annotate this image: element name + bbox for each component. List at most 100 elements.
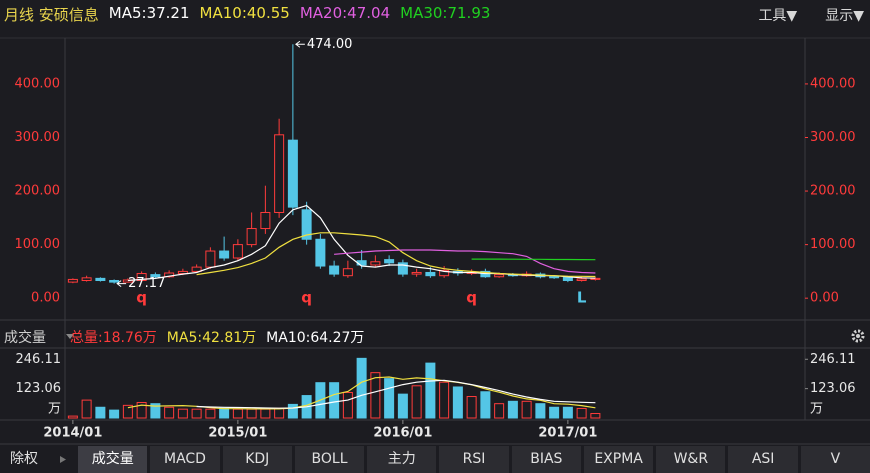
volume-bar bbox=[576, 407, 587, 419]
volume-bar bbox=[95, 406, 106, 419]
candle-body bbox=[397, 262, 408, 275]
candle-body bbox=[67, 278, 78, 283]
chart-title: 月线 安硕信息 bbox=[4, 6, 99, 24]
volume-bar bbox=[397, 393, 408, 419]
volume-bar bbox=[370, 372, 381, 419]
volume-bar bbox=[480, 391, 491, 419]
indicator-tab[interactable]: RSI bbox=[439, 446, 509, 473]
volume-legend-item: MA5:42.81万 bbox=[166, 330, 257, 346]
candle-body bbox=[219, 250, 230, 259]
signal-marker: L bbox=[577, 289, 587, 307]
candle-body bbox=[81, 277, 92, 282]
indicator-tab[interactable]: KDJ bbox=[222, 446, 292, 473]
volume-bar bbox=[205, 408, 216, 419]
indicator-tab[interactable]: 主力 bbox=[367, 446, 437, 473]
volume-title[interactable]: 成交量 bbox=[4, 330, 46, 346]
y-tick-label: 200.00 bbox=[810, 184, 856, 199]
y-tick-label: 246.11 bbox=[810, 352, 856, 367]
ma-line bbox=[196, 379, 596, 409]
indicator-tab[interactable]: 成交量 bbox=[78, 446, 148, 473]
volume-legend-item: 总量:18.76万 bbox=[70, 330, 157, 346]
annotation-arrow bbox=[295, 40, 305, 48]
signal-marker: q bbox=[136, 289, 147, 307]
indicator-tab[interactable]: W&R bbox=[656, 446, 726, 473]
volume-bar bbox=[494, 403, 505, 419]
volume-bar bbox=[425, 362, 436, 419]
annotation-label: 474.00 bbox=[307, 37, 353, 52]
ma-line bbox=[334, 249, 596, 274]
ma-legend: MA30:71.93 bbox=[400, 4, 491, 22]
volume-bar bbox=[219, 407, 230, 419]
volume-legend-item: MA10:64.27万 bbox=[266, 330, 365, 346]
price-legend: 月线 安硕信息 MA5:37.21 MA10:40.55 MA20:47.04 MA3… bbox=[4, 4, 490, 25]
candle-body bbox=[109, 280, 120, 283]
adjust-button[interactable]: 除权 bbox=[0, 446, 49, 473]
indicator-tab[interactable]: ASI bbox=[728, 446, 798, 473]
volume-bar bbox=[535, 403, 546, 419]
y-unit: 万 bbox=[810, 402, 823, 417]
candle-body bbox=[315, 238, 326, 267]
dropdown-icon[interactable] bbox=[66, 334, 74, 339]
candle-body bbox=[274, 134, 285, 213]
menu-bar: 工具▼ 显示▼ bbox=[758, 5, 864, 25]
y-tick-label: 200.00 bbox=[15, 184, 61, 199]
indicator-tab[interactable]: BIAS bbox=[511, 446, 581, 473]
y-tick-label: 400.00 bbox=[15, 76, 61, 91]
volume-bar bbox=[81, 399, 92, 419]
candle-body bbox=[411, 271, 422, 275]
settings-icon[interactable] bbox=[851, 329, 865, 343]
candle-body bbox=[246, 228, 257, 246]
indicator-tab[interactable]: MACD bbox=[150, 446, 220, 473]
candle-body bbox=[549, 276, 560, 279]
ma-legend: MA20:47.04 bbox=[299, 4, 391, 22]
ma-line bbox=[196, 232, 596, 278]
candle-body bbox=[439, 269, 450, 277]
volume-bar bbox=[507, 400, 518, 419]
volume-bar bbox=[439, 381, 450, 419]
signal-marker: q bbox=[301, 289, 312, 307]
candle-body bbox=[232, 244, 243, 259]
tab-scroll[interactable] bbox=[51, 446, 76, 473]
volume-bar bbox=[329, 382, 340, 419]
candle-body bbox=[136, 273, 147, 282]
volume-bar bbox=[342, 391, 353, 419]
y-tick-label: 300.00 bbox=[810, 130, 856, 145]
candle-body bbox=[260, 211, 271, 230]
menu-tools[interactable]: 工具▼ bbox=[758, 8, 798, 24]
volume-bar bbox=[246, 408, 257, 419]
volume-bar bbox=[287, 403, 298, 419]
y-tick-label: 0.00 bbox=[810, 291, 839, 306]
candle-body bbox=[384, 259, 395, 264]
candle-body bbox=[494, 274, 505, 278]
ma-line bbox=[471, 258, 596, 261]
y-tick-label: 0.00 bbox=[31, 291, 60, 306]
volume-bar bbox=[411, 385, 422, 419]
menu-display[interactable]: 显示▼ bbox=[825, 8, 864, 24]
x-tick-label: 2017/01 bbox=[538, 426, 597, 441]
volume-bar bbox=[590, 413, 601, 419]
candle-body bbox=[370, 261, 381, 266]
indicator-tab[interactable]: V bbox=[800, 446, 870, 473]
annotation-arrow bbox=[116, 280, 127, 288]
indicator-tab[interactable]: BOLL bbox=[294, 446, 365, 473]
indicator-tab[interactable]: EXPMA bbox=[583, 446, 654, 473]
y-tick-label: 123.06 bbox=[16, 381, 62, 396]
volume-bar bbox=[109, 409, 120, 419]
ma-legend: MA10:40.55 bbox=[199, 4, 290, 22]
y-tick-label: 400.00 bbox=[810, 76, 856, 91]
volume-bar bbox=[164, 406, 175, 419]
volume-bar bbox=[191, 408, 202, 419]
x-tick-label: 2015/01 bbox=[208, 426, 267, 441]
candle-body bbox=[329, 265, 340, 275]
candle-body bbox=[562, 276, 573, 282]
volume-bar bbox=[562, 406, 573, 419]
annotation-label: 27.17 bbox=[128, 276, 165, 291]
volume-bar bbox=[356, 357, 367, 419]
candle-body bbox=[205, 250, 216, 268]
candle-body bbox=[287, 139, 298, 208]
volume-bar bbox=[67, 415, 78, 419]
x-tick-label: 2016/01 bbox=[373, 426, 432, 441]
y-tick-label: 246.11 bbox=[16, 352, 62, 367]
volume-bar bbox=[466, 396, 477, 419]
